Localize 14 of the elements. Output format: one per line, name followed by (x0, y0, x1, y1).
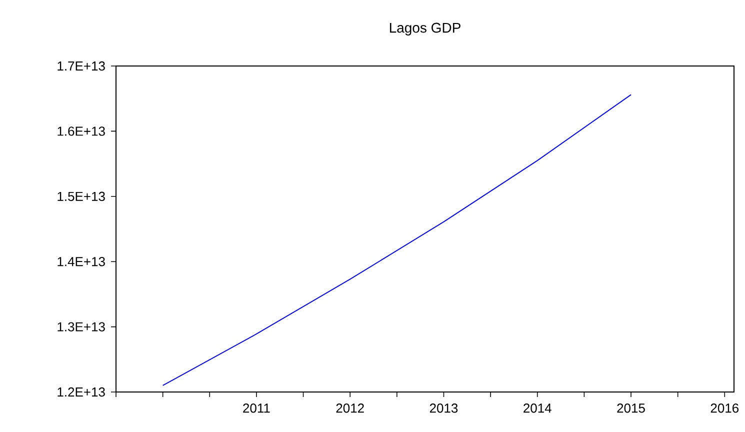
chart-title: Lagos GDP (390, 22, 460, 36)
y-tick-label: 1.4E+13 (58, 257, 105, 266)
x-tick-label: 2011 (243, 404, 270, 413)
y-tick-label: 1.2E+13 (58, 387, 105, 397)
x-tick-label: 2012 (336, 404, 364, 413)
y-tick-label: 1.3E+13 (58, 322, 105, 332)
y-tick-label: 1.5E+13 (58, 192, 105, 201)
x-tick-label: 2015 (617, 404, 645, 413)
y-tick-label: 1.7E+13 (58, 61, 105, 71)
y-tick-label: 1.6E+13 (58, 126, 105, 136)
x-tick-label: 2016 (710, 404, 739, 413)
x-tick-label: 2014 (524, 404, 552, 413)
line-series (162, 94, 632, 386)
x-tick-label: 2013 (430, 404, 458, 413)
